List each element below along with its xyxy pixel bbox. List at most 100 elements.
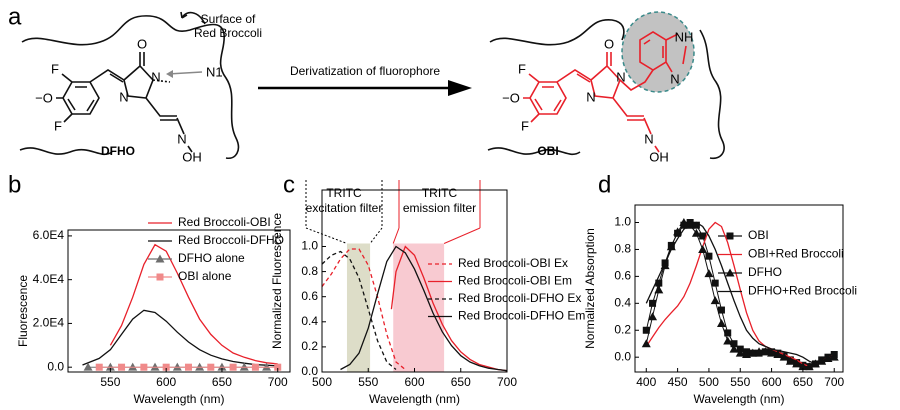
atom-label: F [54,118,62,133]
y-tick-label: 0.6 [301,289,318,303]
legend-label: DFHO alone [178,251,245,265]
marker [666,242,676,251]
legend-marker [156,273,164,281]
panel-label: b [8,171,21,198]
y-tick-label: 0.4 [614,295,631,309]
y-tick-label: 0.6 [614,269,631,283]
marker [798,362,808,371]
marker [729,344,739,353]
molecule-obi [523,31,687,153]
x-tick-label: 500 [312,375,332,389]
marker [679,218,689,227]
marker [641,339,651,348]
filter-bracket [443,227,481,244]
legend-label: Red Broccoli-DFHO Ex [458,291,581,305]
marker [792,359,802,368]
atom-label: OH [649,149,669,164]
marker [162,363,170,371]
atom-label: N [644,131,653,146]
x-tick-label: 700 [824,375,844,389]
series-line [321,250,397,371]
pointer-arrowhead [166,70,173,78]
marker [760,347,770,356]
surface-label: Red Broccoli [194,26,262,40]
panel-label: c [283,171,295,198]
panel-label: d [598,171,611,198]
filter-bracket [369,227,383,244]
atom-label: N [616,69,625,84]
x-tick-label: 550 [100,375,120,389]
series-line [340,245,508,372]
bonds [523,52,660,153]
marker [184,363,192,371]
x-tick-label: 650 [793,375,813,389]
marker [754,347,764,356]
marker [83,362,93,371]
marker [239,362,249,371]
atom-label: N [151,69,160,84]
plot-frame [634,204,844,373]
y-tick-label: 2.0E4 [33,316,65,330]
filter-label: excitation filter [306,201,383,215]
marker [724,329,732,337]
x-tick-label: 450 [668,375,688,389]
filter-bracket [305,227,348,244]
y-tick-label: 0.8 [301,264,318,278]
atom-label: OH [182,149,202,164]
series-line [109,243,278,365]
legend-label: Red Broccoli-OBI [178,215,271,229]
y-axis-label: Normalized Fluorescence [270,213,284,349]
bonds [56,52,193,153]
series-line [321,248,406,371]
marker [251,363,259,371]
panel-label: a [8,3,22,30]
marker [262,362,272,371]
x-tick-label: 550 [730,375,750,389]
x-tick-label: 600 [404,375,424,389]
filter-band [393,243,445,372]
atom-label: −O [502,90,520,105]
legend-marker [155,254,165,263]
legend-label: DFHO+Red Broccoli [748,284,857,298]
filter-label: TRITC [422,186,458,200]
x-tick-label: 600 [156,375,176,389]
marker [698,244,708,253]
x-axis-label: Wavelength (nm) [694,392,785,406]
marker [829,352,839,361]
marker [730,340,738,348]
marker [648,312,658,321]
marker [710,296,720,305]
x-tick-label: 600 [762,375,782,389]
molecule-name: OBI [537,144,558,158]
y-axis-label: Fluorescence [16,275,30,347]
marker [128,362,138,371]
arrow-label: Derivatization of fluorophore [290,64,440,78]
marker [767,348,777,357]
marker [717,306,725,314]
plot-frame [67,229,291,373]
marker [140,363,148,371]
marker [274,363,282,371]
marker [779,352,789,361]
atom-label: O [137,36,147,51]
pointer-label: N1 [206,64,223,79]
methyl-bond [152,79,171,83]
legend-label: Red Broccoli-OBI Ex [458,256,568,270]
legend-label: OBI alone [178,269,232,283]
marker [699,232,707,240]
pocket-outline [487,19,725,160]
legend-label: Red Broccoli-DFHO [178,233,284,247]
marker [207,363,215,371]
y-tick-label: 0.2 [301,339,318,353]
atom-label: N [119,89,128,104]
marker [711,279,719,287]
x-axis-label: Wavelength (nm) [134,392,225,406]
x-tick-label: 400 [636,375,656,389]
atom-label: O [604,36,614,51]
y-tick-label: 0.4 [301,314,318,328]
y-tick-label: 0.0 [47,359,64,373]
legend-label: Red Broccoli-DFHO Em [458,309,585,323]
charts: Red Broccoli-OBI Red Broccoli-DFHO DFHO al… [16,180,857,406]
